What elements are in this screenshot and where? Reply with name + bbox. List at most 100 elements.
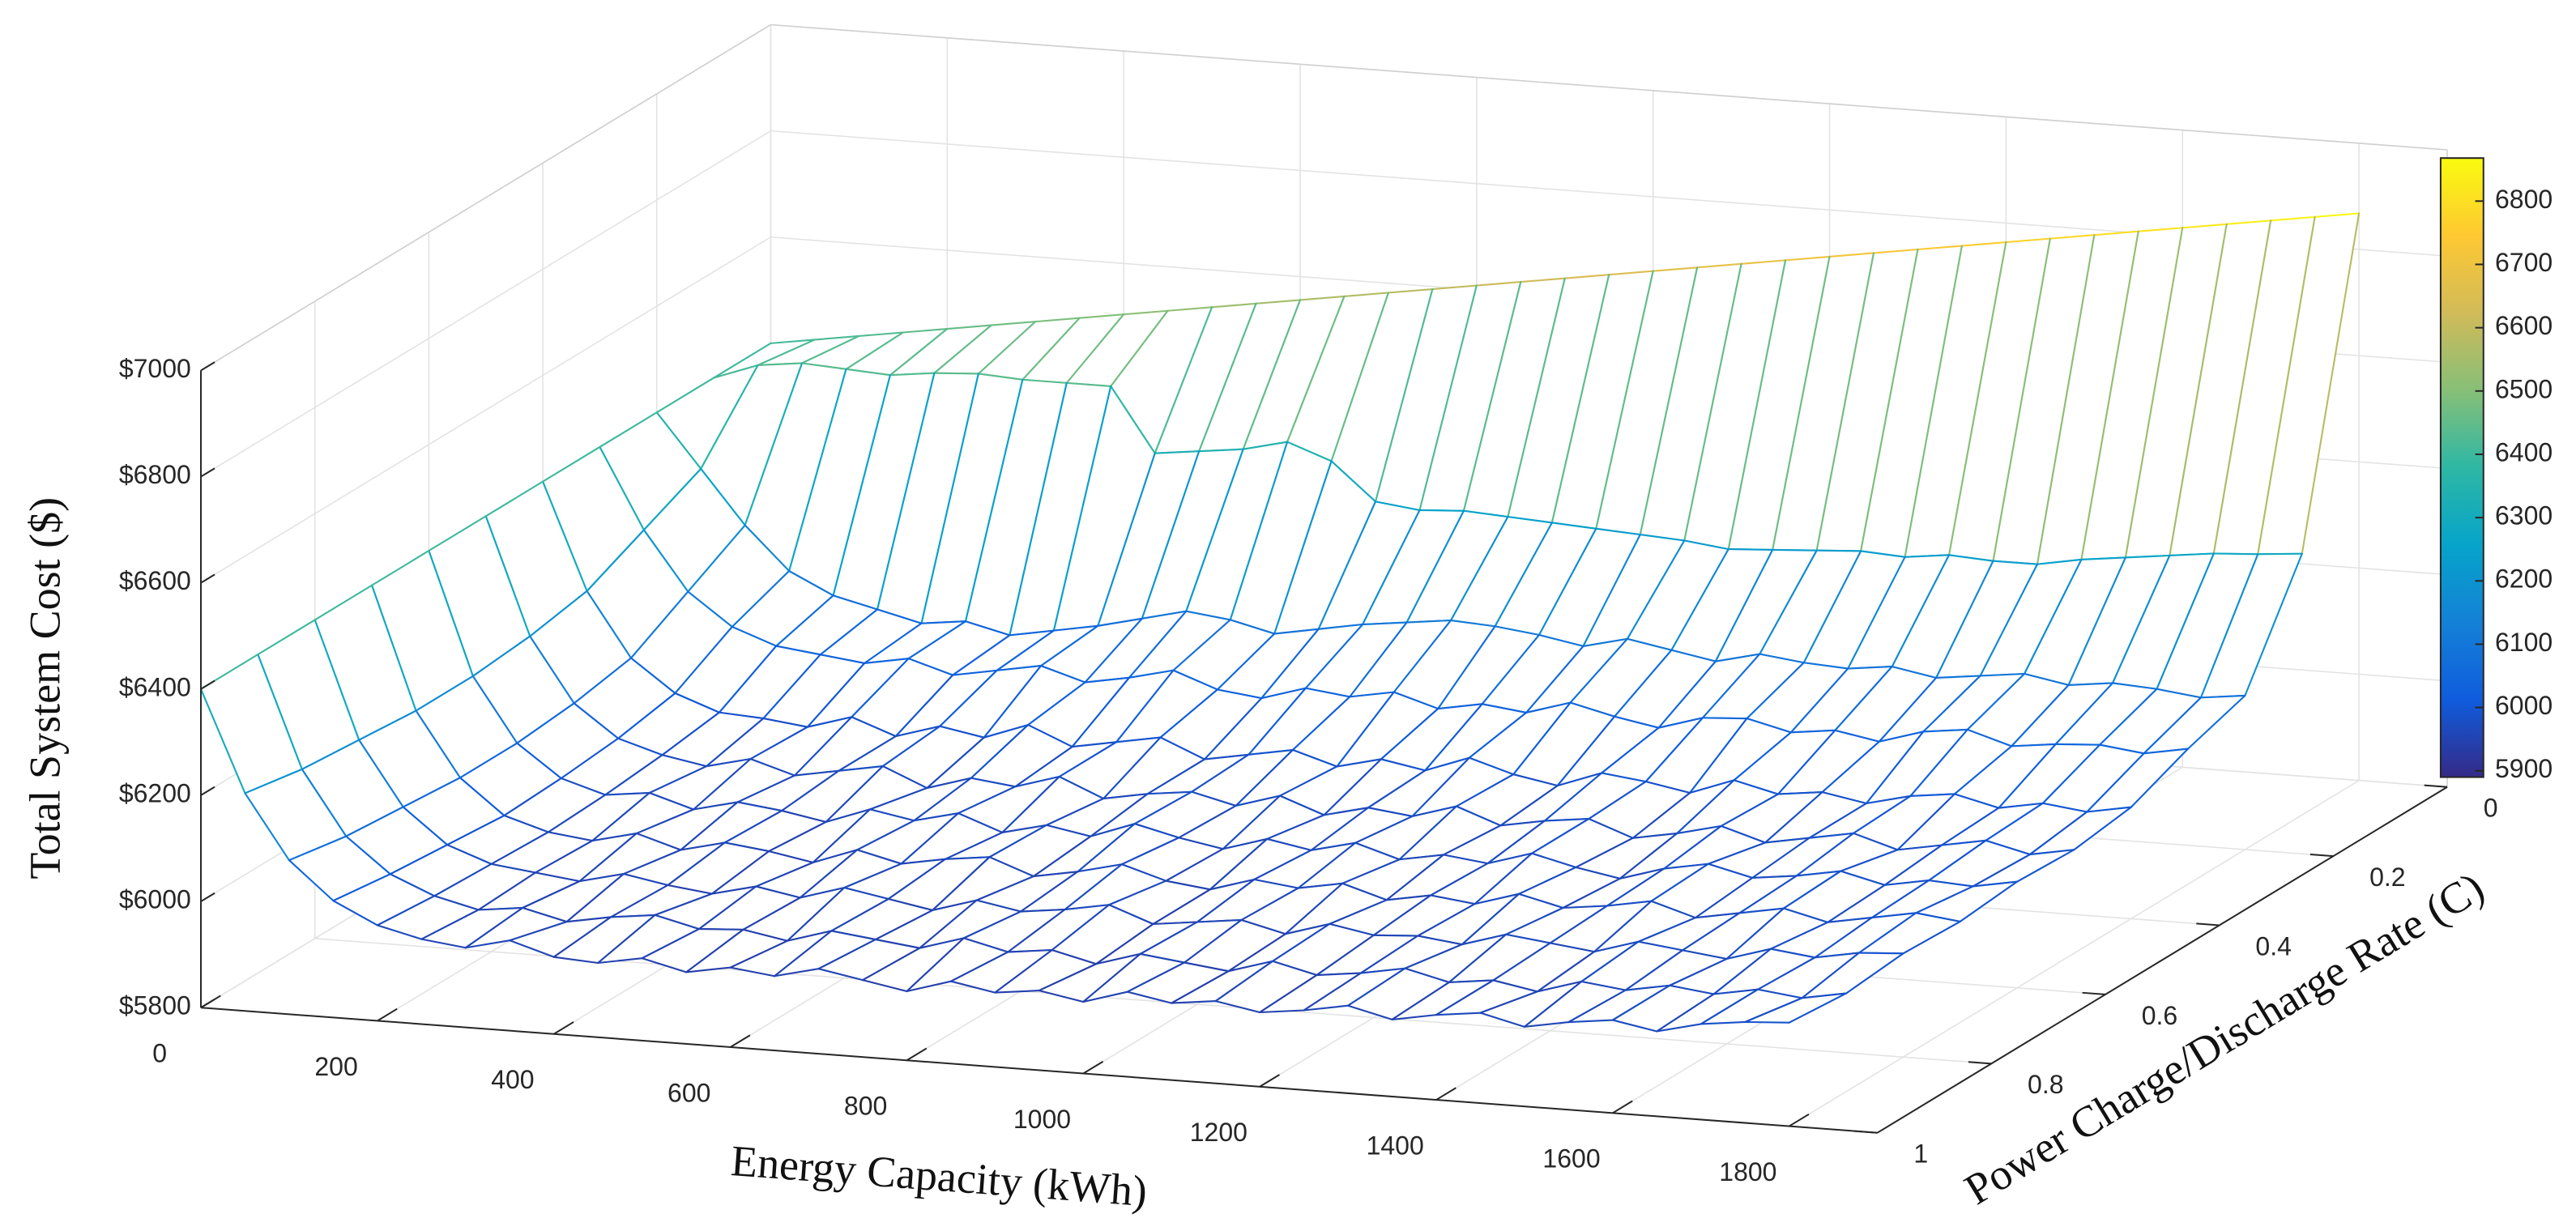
- surface-face: [2169, 220, 2271, 556]
- mesh-edge: [1435, 1012, 1482, 1016]
- mesh-edge: [1595, 527, 1641, 536]
- mesh-edge: [1656, 993, 1715, 1033]
- surface-face: [919, 900, 1021, 948]
- surface-face: [485, 481, 587, 637]
- mesh-edge: [1972, 880, 2019, 888]
- mesh-edge: [913, 812, 959, 822]
- surface-face: [1456, 774, 1558, 826]
- surface-face: [818, 939, 920, 981]
- x-tick: [1789, 1113, 1810, 1127]
- mesh-edge: [1045, 824, 1092, 837]
- surface-face: [1765, 792, 1866, 843]
- mesh-edge: [1097, 452, 1156, 627]
- mesh-edge: [994, 990, 1040, 994]
- mesh-edge: [1242, 441, 1289, 450]
- mesh-edge: [301, 768, 348, 837]
- mesh-edge: [1354, 841, 1401, 861]
- mesh-edge: [1523, 1021, 1570, 1028]
- mesh-edge: [1405, 509, 1465, 624]
- mesh-edge: [2257, 215, 2316, 556]
- surface-face: [1916, 881, 2018, 922]
- mesh-edge: [1606, 867, 1665, 907]
- mesh-edge: [1330, 460, 1377, 503]
- surface-face: [1041, 618, 1142, 683]
- surface-face: [1022, 314, 1124, 383]
- mesh-edge: [1772, 548, 1818, 552]
- surface-face: [706, 718, 808, 767]
- mesh-edge: [1247, 687, 1307, 756]
- mesh-edge: [1404, 943, 1463, 969]
- mesh-edge: [1815, 549, 1862, 552]
- surface-face: [1337, 692, 1439, 767]
- mesh-edge: [301, 739, 360, 770]
- mesh-edge: [1479, 1012, 1525, 1028]
- surface-face: [1677, 780, 1779, 834]
- mesh-edge: [376, 895, 436, 926]
- surface-face: [649, 759, 751, 810]
- mesh-edge: [830, 897, 889, 932]
- surface-face: [1205, 688, 1306, 760]
- mesh-edge: [1940, 807, 2000, 846]
- surface-face: [1770, 918, 1872, 958]
- surface-face: [1039, 953, 1141, 1003]
- mesh-edge: [458, 777, 505, 817]
- mesh-edge: [1139, 921, 1199, 955]
- mesh-edge: [1405, 619, 1452, 624]
- surface-face: [750, 717, 852, 776]
- surface-face: [1261, 624, 1363, 699]
- surface-face: [1557, 716, 1659, 786]
- mesh-edge: [1909, 728, 1968, 798]
- surface-face: [1904, 242, 2007, 557]
- mesh-edge: [700, 364, 759, 470]
- mesh-edge: [705, 718, 765, 768]
- surface-face: [1222, 795, 1324, 850]
- surface-face: [1141, 449, 1243, 619]
- mesh-edge: [768, 850, 814, 864]
- mesh-edge: [464, 939, 511, 949]
- mesh-edge: [1240, 918, 1286, 935]
- surface-face: [820, 609, 922, 663]
- surface-face: [1009, 382, 1111, 636]
- mesh-edge: [552, 916, 612, 958]
- colorbar-tick-label: 6600: [2495, 311, 2553, 340]
- mesh-edge: [1614, 649, 1673, 718]
- surface-face: [1759, 550, 1862, 663]
- surface-face: [1728, 256, 1830, 550]
- mesh-edge: [1772, 255, 1831, 551]
- mesh-edge: [957, 812, 1004, 833]
- surface-face: [698, 886, 800, 930]
- surface-face: [1090, 791, 1192, 837]
- mesh-edge: [970, 724, 1030, 779]
- mesh-edge: [1021, 317, 1081, 381]
- surface-face: [1684, 260, 1786, 550]
- mesh-edge: [1090, 793, 1149, 837]
- surface-face: [1111, 307, 1213, 454]
- surface-face: [901, 813, 1003, 864]
- mesh-edge: [1650, 900, 1696, 919]
- mesh-edge: [1757, 988, 1803, 999]
- mesh-edge: [655, 377, 715, 414]
- mesh-edge: [2067, 556, 2126, 686]
- mesh-edge: [1644, 717, 1704, 783]
- mesh-edge: [1759, 549, 1818, 655]
- y-tick-label: 0.8: [2028, 1070, 2063, 1099]
- surface-face: [1632, 780, 1734, 838]
- mesh-edge: [629, 657, 676, 695]
- mesh-edge: [1959, 880, 2019, 922]
- mesh-edge: [1032, 835, 1092, 878]
- mesh-edge: [1398, 854, 1445, 861]
- mesh-edge: [812, 849, 859, 864]
- mesh-edge: [1095, 952, 1141, 965]
- mesh-edge: [1146, 790, 1193, 795]
- mesh-edge: [1185, 610, 1231, 621]
- mesh-edge: [1891, 666, 1938, 679]
- surface-face: [1866, 729, 1968, 804]
- mesh-edge: [617, 692, 676, 739]
- mesh-edge: [1110, 385, 1156, 454]
- mesh-edge: [1789, 667, 1849, 734]
- mesh-edge: [1065, 381, 1112, 387]
- mesh-edge: [1744, 1020, 1790, 1024]
- mesh-edge: [1479, 990, 1538, 1014]
- mesh-edge: [402, 806, 449, 846]
- surface-face: [970, 725, 1073, 787]
